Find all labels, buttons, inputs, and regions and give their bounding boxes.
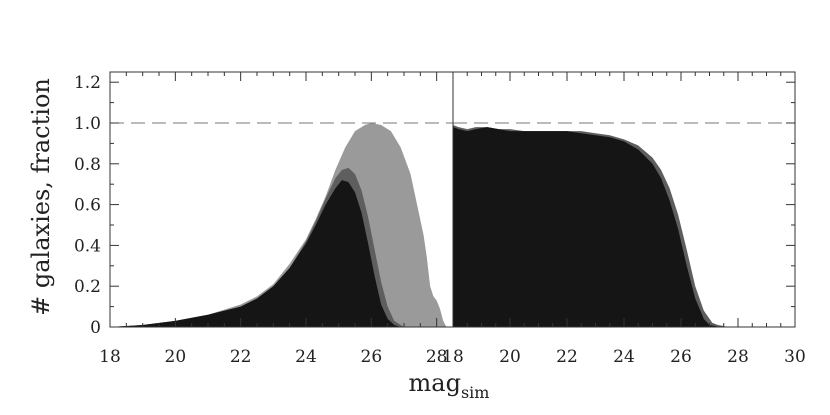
left-area-group bbox=[110, 123, 447, 327]
right-x-tick-label: 18 bbox=[442, 347, 464, 367]
right-area-group bbox=[453, 125, 727, 327]
y-axis-label: # galaxies, fraction bbox=[27, 78, 55, 316]
left-x-tick-label: 24 bbox=[295, 347, 317, 367]
y-tick-label: 0.6 bbox=[74, 196, 101, 216]
y-tick-label: 1.2 bbox=[74, 73, 101, 93]
right-x-tick-label: 22 bbox=[556, 347, 578, 367]
x-axis-label-main: mag bbox=[409, 369, 461, 397]
right-series-2-area bbox=[453, 127, 719, 327]
y-tick-label: 0 bbox=[90, 318, 101, 338]
y-tick-label: 1.0 bbox=[74, 114, 101, 134]
left-panel: 18 20 22 24 26 28 0 0.2 0.4 0.6 0.8 1.0 1.2 bbox=[74, 71, 454, 367]
left-x-tick-label: 22 bbox=[230, 347, 252, 367]
left-x-tick-label: 20 bbox=[165, 347, 187, 367]
right-panel: 18 20 22 24 26 28 30 bbox=[442, 71, 806, 367]
left-x-tick-label: 28 bbox=[426, 347, 448, 367]
y-tick-label: 0.8 bbox=[74, 155, 101, 175]
left-tick-group: 18 20 22 24 26 28 0 0.2 0.4 0.6 0.8 1.0 1.2 bbox=[74, 72, 454, 367]
y-tick-label: 0.2 bbox=[74, 277, 101, 297]
right-x-tick-label: 26 bbox=[670, 347, 692, 367]
left-x-tick-label: 18 bbox=[99, 347, 121, 367]
x-axis-label: magsim bbox=[409, 369, 490, 402]
right-x-tick-label: 24 bbox=[613, 347, 635, 367]
right-x-tick-label: 28 bbox=[727, 347, 749, 367]
left-series-3-area bbox=[110, 180, 401, 327]
y-tick-label: 0.4 bbox=[74, 236, 101, 256]
left-x-tick-label: 26 bbox=[361, 347, 383, 367]
x-axis-label-subscript: sim bbox=[461, 383, 490, 402]
right-x-tick-label: 20 bbox=[499, 347, 521, 367]
right-tick-group: 18 20 22 24 26 28 30 bbox=[442, 72, 806, 367]
right-x-tick-label: 30 bbox=[784, 347, 806, 367]
